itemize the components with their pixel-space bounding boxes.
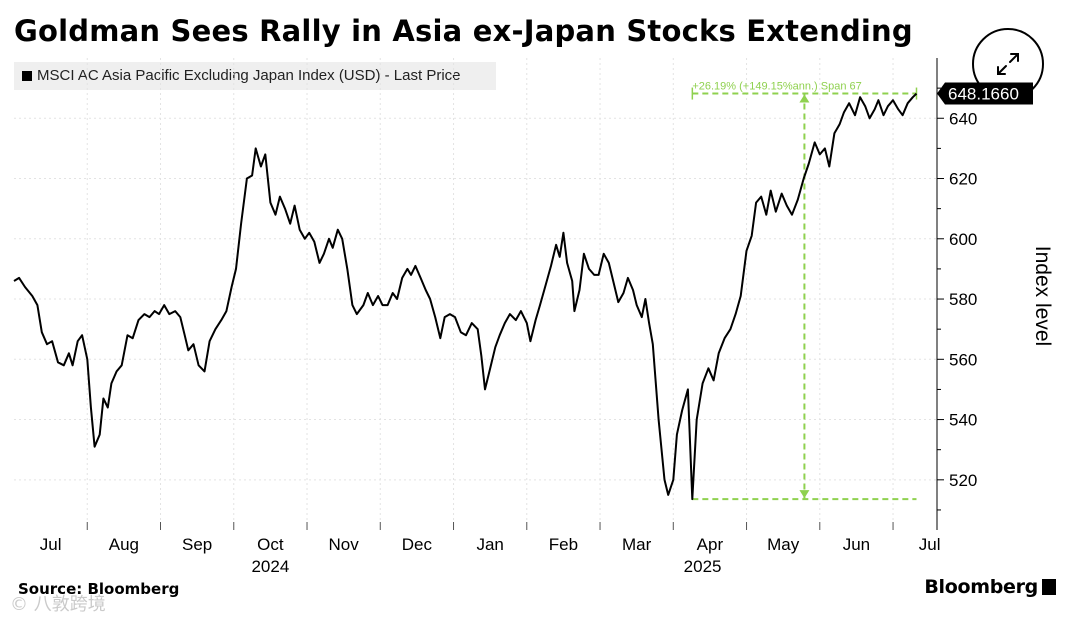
last-price-flag [937, 82, 1033, 105]
span-arrow-down [799, 490, 810, 499]
x-year-label: 2024 [251, 557, 289, 576]
brand-text: Bloomberg [924, 576, 1038, 598]
expand-icon [997, 53, 1019, 75]
y-axis: 520 540 560 580 600 620 640 [936, 58, 977, 530]
legend-label: MSCI AC Asia Pacific Excluding Japan Ind… [37, 67, 461, 84]
span-arrow-up [799, 94, 810, 103]
last-price-label-group: 648.1660 [937, 82, 1033, 105]
x-axis: Jul Aug Sep Oct Nov Dec Jan Feb Mar Apr May Jun Jul 2… [40, 522, 941, 576]
legend-swatch [22, 71, 32, 81]
x-tick-label: Apr [697, 535, 724, 554]
x-tick-label: Oct [257, 535, 284, 554]
x-tick-label: Jul [40, 535, 62, 554]
x-tick-label: Jun [843, 535, 870, 554]
y-tick-label: 520 [949, 471, 977, 490]
y-tick-label: 560 [949, 350, 977, 369]
legend-entry: MSCI AC Asia Pacific Excluding Japan Ind… [14, 62, 496, 90]
watermark: © 八敦跨境 [10, 594, 106, 615]
y-tick-label: 640 [949, 109, 977, 128]
x-tick-label: Nov [329, 535, 360, 554]
y-axis-title: Index level [1031, 246, 1054, 346]
bloomberg-chart-icon [1042, 579, 1056, 595]
gridlines [14, 58, 937, 522]
span-annotation: +26.19% (+149.15%ann.) Span 67 [691, 81, 918, 501]
x-tick-label: May [767, 535, 800, 554]
chart-title: Goldman Sees Rally in Asia ex-Japan Stoc… [14, 14, 913, 48]
y-tick-label: 580 [949, 290, 977, 309]
x-tick-label: Sep [182, 535, 212, 554]
x-tick-label: Jan [476, 535, 503, 554]
span-annotation-text: +26.19% (+149.15%ann.) Span 67 [692, 81, 861, 93]
source-text: Source: Bloomberg [18, 580, 180, 598]
last-price-label: 648.1660 [948, 85, 1019, 104]
y-tick-label: 620 [949, 170, 977, 189]
x-tick-label: Jul [919, 535, 941, 554]
y-tick-label: 600 [949, 230, 977, 249]
x-tick-label: Feb [549, 535, 578, 554]
y-tick-label: 540 [949, 411, 977, 430]
brand-logo: Bloomberg [924, 576, 1056, 598]
x-tick-label: Mar [622, 535, 652, 554]
x-tick-label: Dec [402, 535, 433, 554]
series-line [13, 92, 918, 501]
x-year-label: 2025 [684, 557, 722, 576]
x-tick-label: Aug [109, 535, 139, 554]
